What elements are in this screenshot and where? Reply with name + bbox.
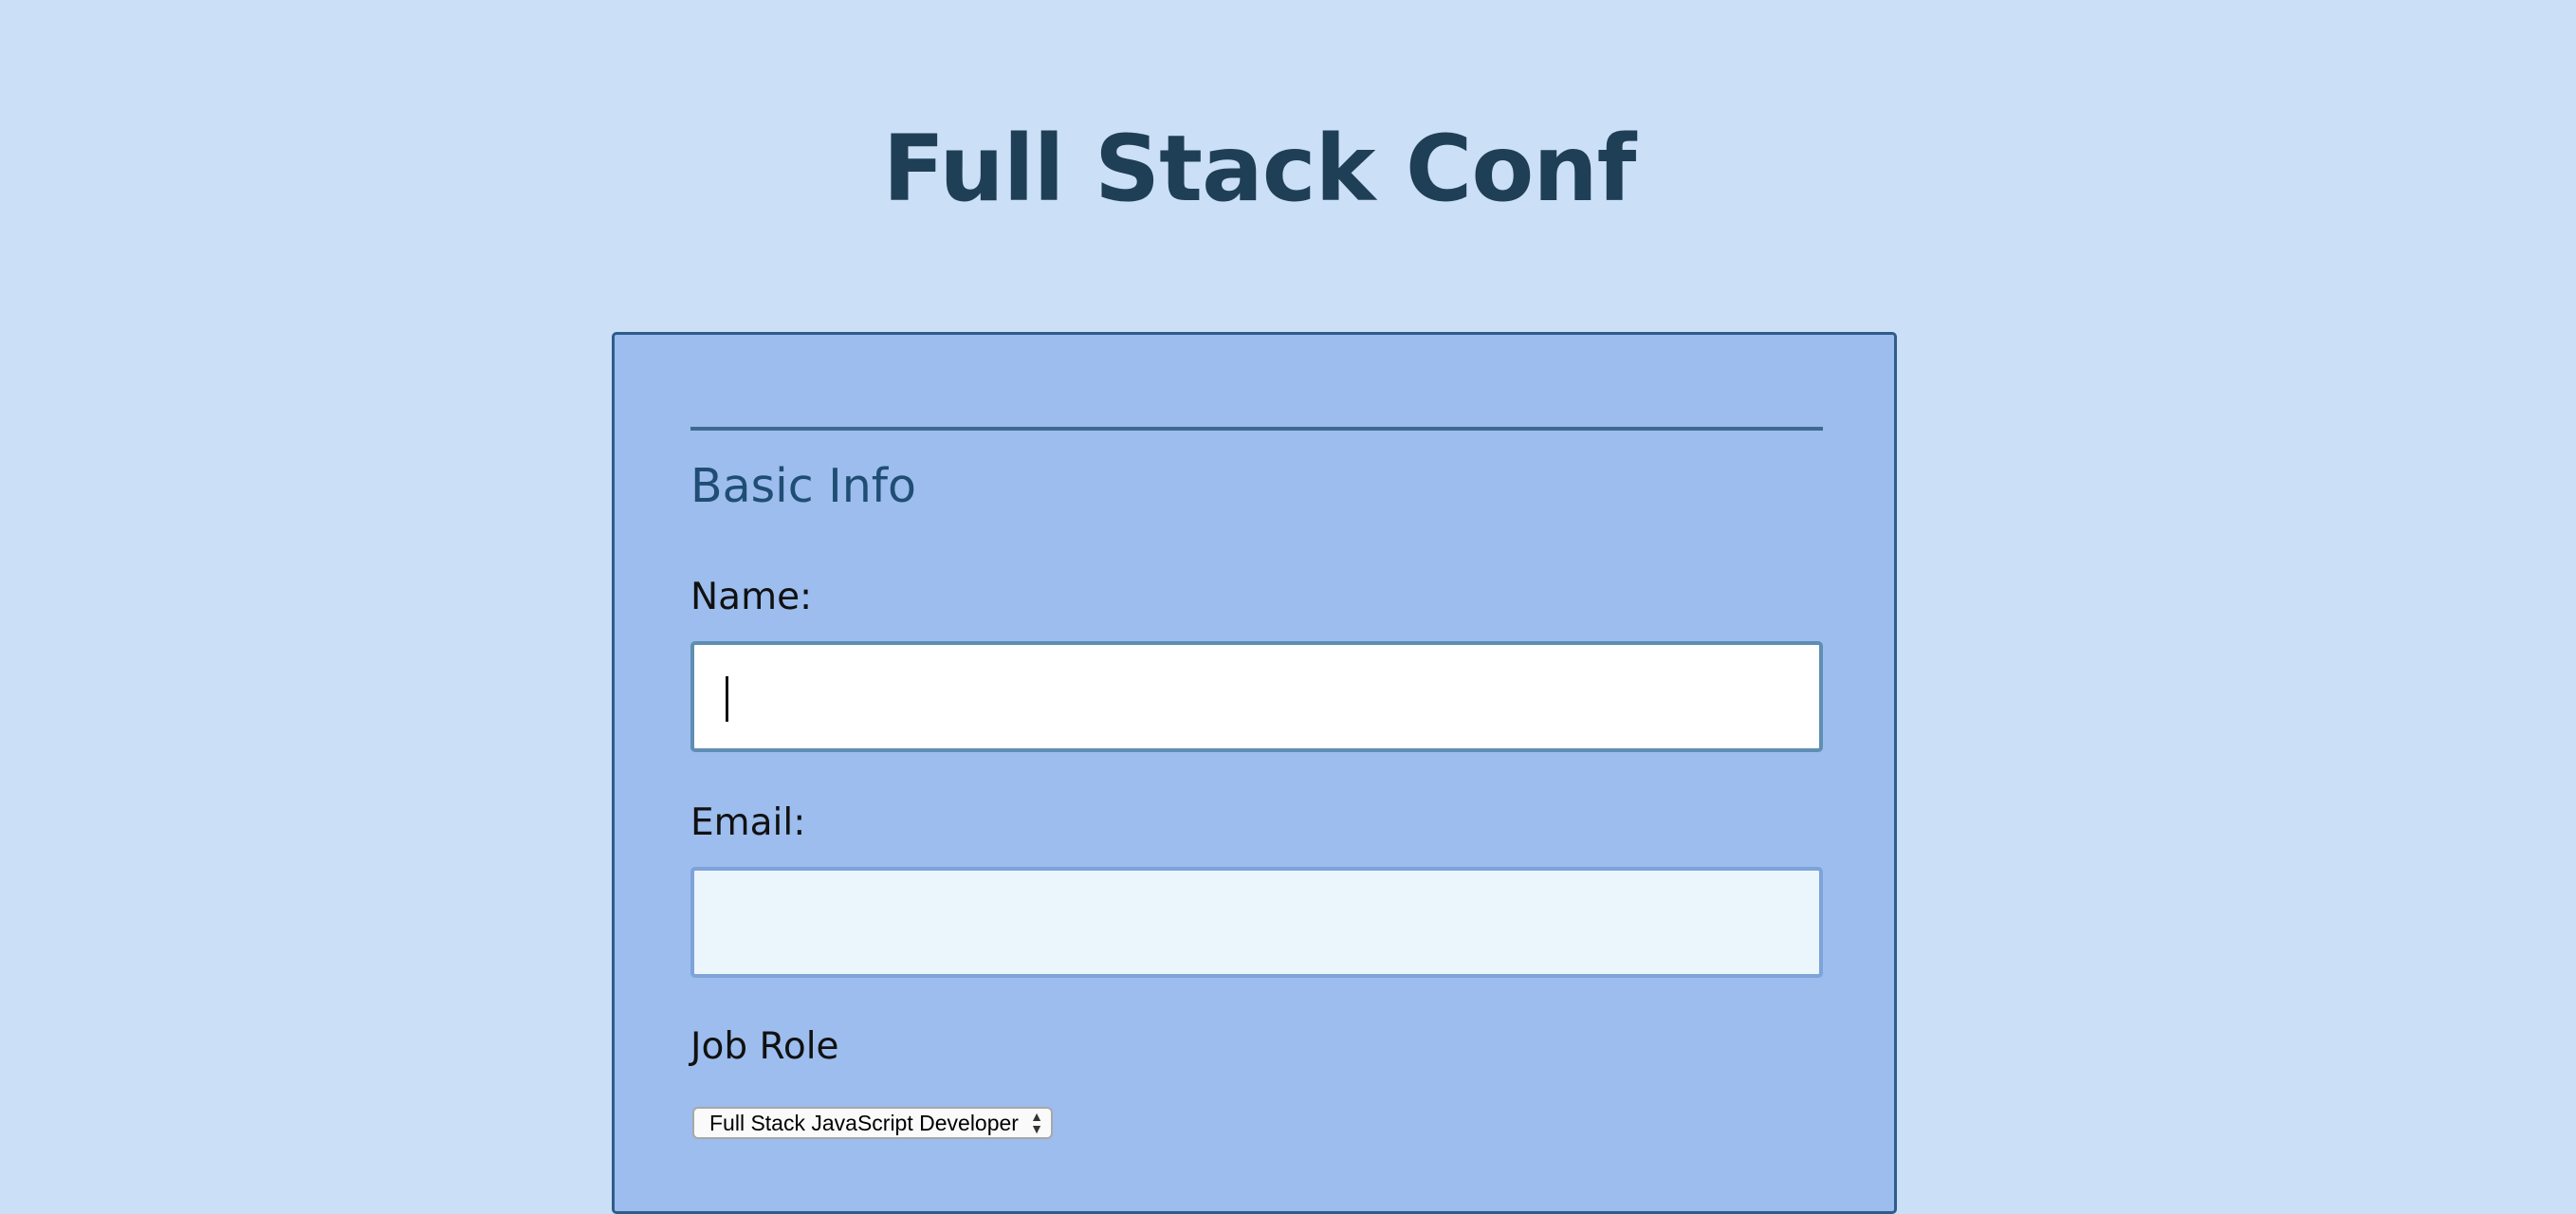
section-title-basic-info: Basic Info [690, 459, 917, 513]
email-label: Email: [690, 801, 806, 844]
name-input[interactable] [690, 641, 1823, 752]
email-input[interactable] [690, 867, 1823, 978]
job-role-selected-value: Full Stack JavaScript Developer [709, 1111, 1019, 1135]
registration-form: Basic Info Name: Email: Job Role Full St… [612, 332, 1897, 1214]
up-down-caret-icon: ▲ ▼ [1030, 1109, 1043, 1136]
job-role-select[interactable]: Full Stack JavaScript Developer ▲ ▼ [692, 1107, 1053, 1139]
text-cursor [726, 676, 728, 722]
name-label: Name: [690, 576, 813, 618]
section-divider [690, 427, 1823, 431]
page-title: Full Stack Conf [882, 116, 1637, 222]
job-role-label: Job Role [690, 1025, 839, 1068]
